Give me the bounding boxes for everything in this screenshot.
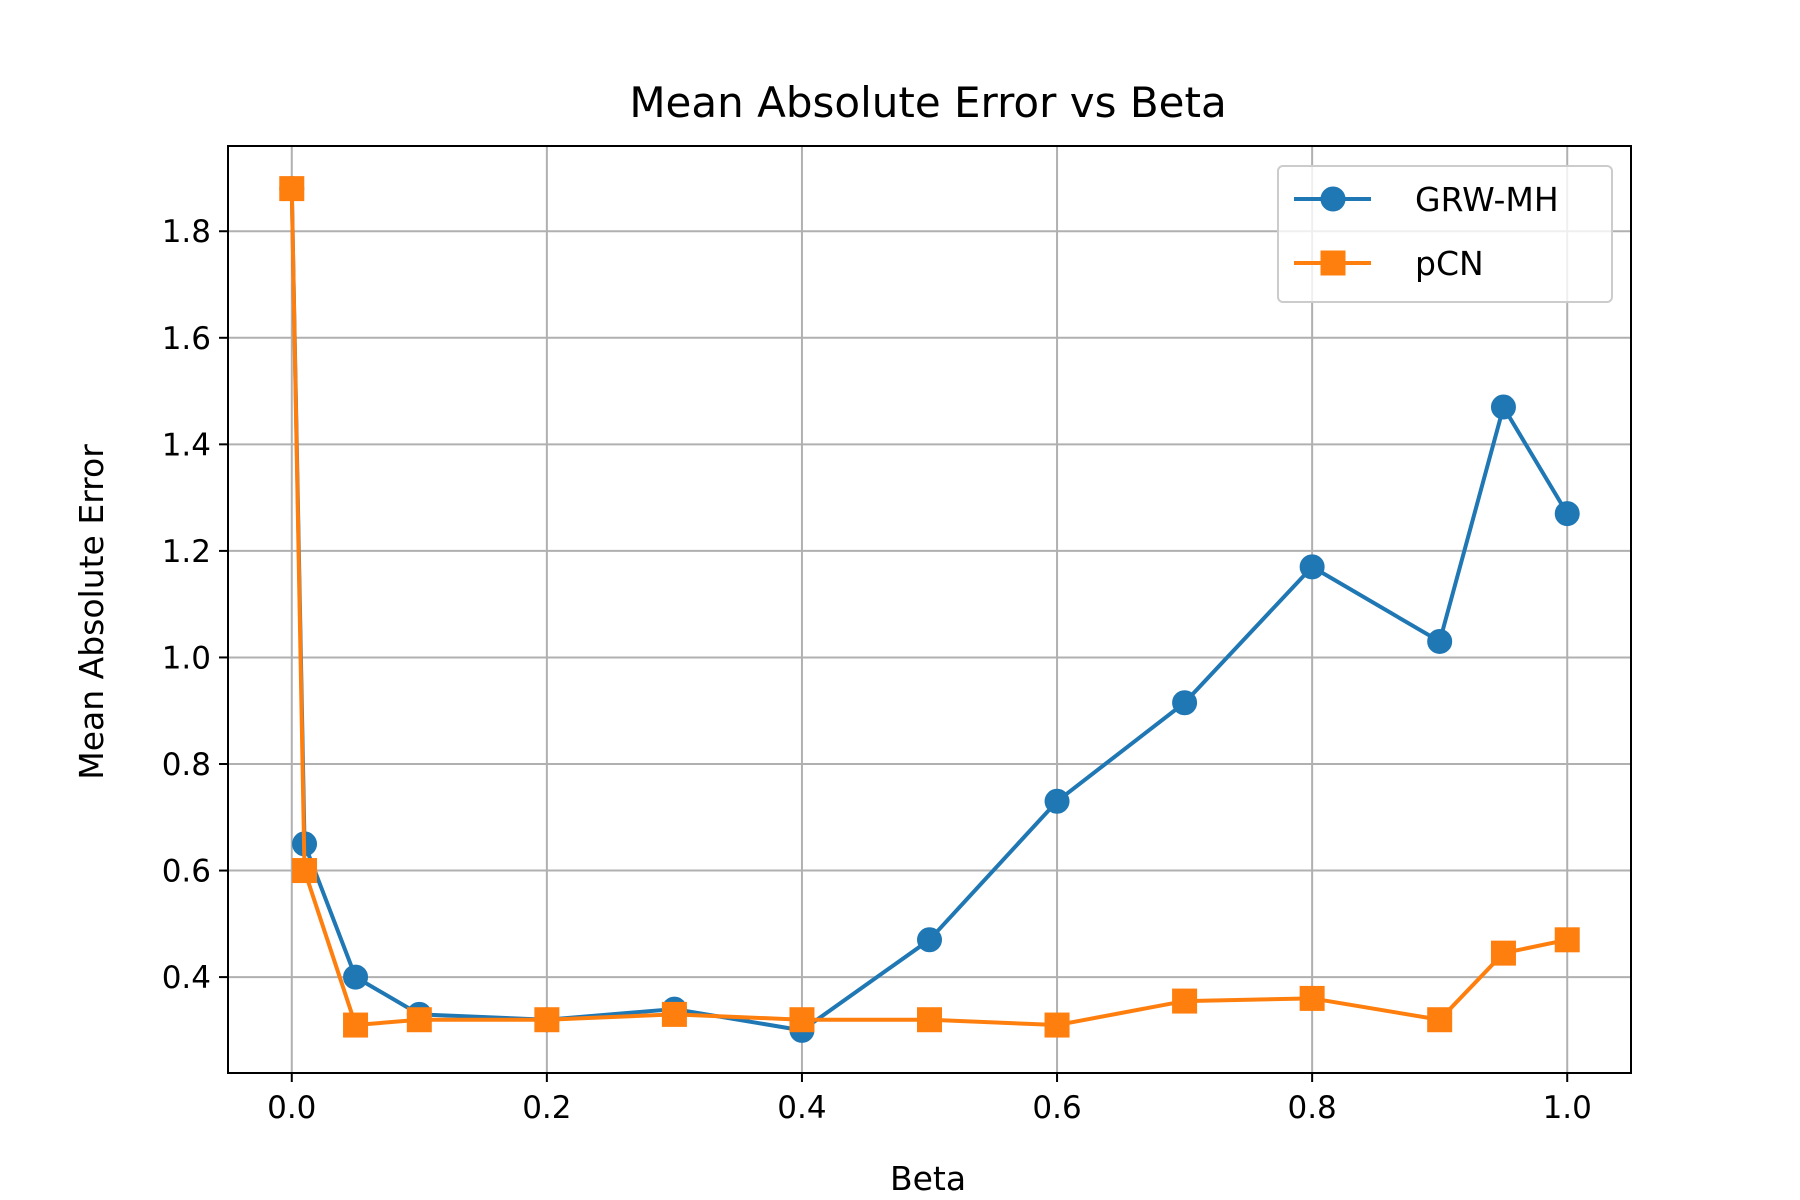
y-axis-title: Mean Absolute Error bbox=[72, 444, 111, 780]
data-point-pcn bbox=[1044, 1012, 1070, 1038]
y-tick-label: 1.6 bbox=[162, 321, 211, 357]
data-point-pcn bbox=[661, 1001, 687, 1027]
legend-label: pCN bbox=[1415, 244, 1484, 283]
x-tick-label: 0.4 bbox=[777, 1090, 826, 1126]
series-pcn bbox=[279, 176, 1580, 1038]
x-tick-label: 0.6 bbox=[1032, 1090, 1081, 1126]
y-tick-label: 1.2 bbox=[162, 534, 211, 570]
data-point-pcn bbox=[1172, 988, 1198, 1014]
legend-entry-pcn: pCN bbox=[1294, 244, 1484, 283]
legend-entry-grw-mh: GRW-MH bbox=[1294, 180, 1559, 219]
data-point-grw-mh bbox=[343, 964, 369, 990]
data-point-pcn bbox=[279, 176, 305, 202]
legend-swatch-marker bbox=[1320, 186, 1346, 212]
x-tick-label: 0.0 bbox=[267, 1090, 316, 1126]
plot-area-frame bbox=[227, 145, 1632, 1074]
grid-lines bbox=[228, 146, 1631, 1073]
data-point-pcn bbox=[292, 858, 318, 884]
data-point-pcn bbox=[917, 1007, 942, 1033]
y-tick-label: 0.6 bbox=[162, 854, 211, 890]
data-point-grw-mh bbox=[1172, 690, 1198, 716]
x-axis-title: Beta bbox=[890, 1159, 966, 1198]
data-point-pcn bbox=[406, 1007, 432, 1033]
data-point-grw-mh bbox=[1299, 554, 1325, 580]
data-point-grw-mh bbox=[1044, 788, 1070, 814]
data-point-pcn bbox=[1490, 940, 1516, 966]
data-point-pcn bbox=[1554, 927, 1580, 953]
y-tick-label: 1.8 bbox=[162, 214, 211, 250]
x-tick-label: 1.0 bbox=[1543, 1090, 1592, 1126]
data-point-pcn bbox=[1299, 985, 1325, 1011]
data-point-pcn bbox=[343, 1012, 369, 1038]
chart-title: Mean Absolute Error vs Beta bbox=[629, 78, 1226, 127]
axis-ticks: 0.0 0.2 0.4 0.6 0.8 1.0 0.4 0.6 0.8 1.0 1.2 1.4 1.6 1… bbox=[162, 214, 1592, 1126]
x-tick-label: 0.2 bbox=[522, 1090, 571, 1126]
data-point-grw-mh bbox=[1490, 394, 1516, 420]
data-point-pcn bbox=[789, 1007, 815, 1033]
legend-swatch-marker bbox=[1320, 250, 1346, 276]
y-tick-label: 0.4 bbox=[162, 960, 211, 996]
data-point-grw-mh bbox=[1427, 628, 1453, 654]
legend-label: GRW-MH bbox=[1415, 180, 1559, 219]
data-point-grw-mh bbox=[1554, 501, 1580, 527]
data-point-pcn bbox=[1427, 1007, 1453, 1033]
legend: GRW-MH pCN bbox=[1277, 165, 1613, 303]
data-point-grw-mh bbox=[917, 927, 942, 953]
data-point-pcn bbox=[534, 1007, 560, 1033]
y-tick-label: 1.4 bbox=[162, 427, 211, 463]
plot-series bbox=[279, 176, 1580, 1043]
y-tick-label: 0.8 bbox=[162, 747, 211, 783]
y-tick-label: 1.0 bbox=[162, 640, 211, 676]
x-tick-label: 0.8 bbox=[1287, 1090, 1336, 1126]
